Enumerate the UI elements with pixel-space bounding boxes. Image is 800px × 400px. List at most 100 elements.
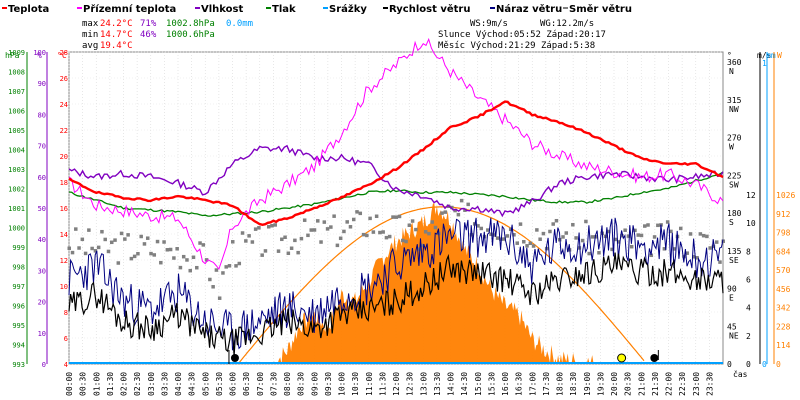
wind-direction-point [515, 241, 519, 245]
pct-tick: 20 [38, 299, 46, 307]
wind-direction-point [342, 229, 346, 234]
wind-direction-point [613, 237, 618, 242]
wind-direction-point [397, 214, 402, 219]
x-tick-label: 08:00 [283, 372, 292, 396]
x-tick-label: 12:30 [406, 372, 415, 396]
ms-unit: m/s [757, 51, 772, 60]
w-unit: W [777, 51, 782, 60]
pct-tick: 30 [38, 267, 46, 275]
wind-direction-point [394, 215, 398, 219]
wind-direction-point [450, 205, 454, 210]
wind-direction-point [551, 222, 555, 226]
series-wind-speed [68, 252, 724, 357]
stat-min-hum: 46% [140, 30, 157, 40]
x-tick-label: 22:00 [665, 372, 674, 396]
wind-direction-point [325, 227, 330, 231]
sunset-marker [617, 353, 627, 363]
x-tick-label: 13:00 [419, 372, 428, 396]
x-tick-label: 18:00 [556, 372, 565, 396]
wind-direction-point [571, 222, 575, 227]
hpa-unit: hPa [5, 51, 20, 60]
x-tick-label: 20:30 [624, 372, 633, 396]
wind-direction-point [414, 227, 418, 232]
wind-direction-point [74, 227, 78, 231]
wind-direction-point [701, 233, 706, 238]
x-tick-label: 05:00 [201, 372, 210, 396]
wind-direction-point [646, 223, 650, 227]
x-tick-label: 00:00 [65, 372, 74, 396]
w-tick: 684 [776, 247, 791, 256]
wind-direction-point [643, 224, 647, 228]
wind-direction-point [649, 253, 654, 258]
pct-tick: 40 [38, 236, 46, 244]
wind-direction-point [201, 243, 206, 247]
stat-min-press: 1000.6hPa [166, 30, 215, 40]
stat-max-rain: 0.0mm [226, 19, 253, 29]
x-tick-label: 06:30 [242, 372, 251, 396]
wind-direction-point [299, 236, 304, 241]
wind-direction-point [345, 220, 349, 224]
wind-direction-point [705, 234, 709, 239]
wind-direction-point [244, 239, 248, 243]
wind-direction-point [378, 230, 382, 235]
stat-max-hum: 71% [140, 19, 157, 29]
x-tick-label: 17:00 [528, 372, 537, 396]
dir-tick: 270 [727, 134, 742, 143]
wind-direction-point [208, 277, 212, 282]
wind-direction-point [322, 220, 327, 224]
x-tick-label: 19:30 [596, 372, 605, 396]
x-tick-label: 14:30 [460, 372, 469, 396]
dir-label: N [729, 67, 734, 76]
wind-direction-point [381, 230, 385, 234]
x-tick-label: 05:30 [215, 372, 224, 396]
wind-direction-point [211, 285, 215, 289]
wind-direction-point [404, 239, 408, 244]
wind-direction-point [145, 236, 150, 240]
degc-tick: 22 [60, 127, 68, 135]
wind-direction-point [335, 243, 340, 248]
wind-direction-point [391, 215, 395, 219]
wind-direction-point [430, 220, 434, 224]
wind-direction-point [312, 228, 317, 232]
wind-direction-point [597, 251, 601, 255]
mm-tick: 0 [762, 360, 767, 369]
wind-direction-point [142, 242, 147, 246]
x-tick-label: 00:30 [79, 372, 88, 396]
mm-unit: mm [766, 51, 776, 60]
legend-label: Směr větru [569, 3, 632, 15]
wind-direction-point [70, 250, 75, 255]
hpa-tick: 1003 [8, 166, 25, 174]
x-tick-label: 09:30 [324, 372, 333, 396]
wind-direction-point [253, 227, 258, 231]
wind-direction-point [129, 256, 134, 261]
legend-label: Přízemní teplota [83, 3, 176, 15]
wind-direction-point [178, 265, 183, 270]
stat-avg-temp: 19.4°C [100, 41, 133, 51]
wind-direction-point [574, 236, 578, 240]
wind-direction-point [711, 244, 716, 249]
wind-direction-point [286, 251, 291, 256]
wind-direction-point [351, 217, 356, 222]
series-humidity [68, 144, 724, 218]
wind-direction-point [420, 243, 425, 248]
ms-tick: 2 [746, 332, 751, 341]
wind-direction-point [626, 234, 631, 238]
x-tick-label: 09:00 [310, 372, 319, 396]
hpa-tick: 998 [12, 264, 25, 272]
wind-direction-point [695, 256, 699, 260]
wind-direction-point [175, 247, 179, 251]
stat-min-label: min [82, 30, 98, 40]
x-tick-label: 07:00 [256, 372, 265, 396]
x-tick-label: 15:30 [487, 372, 496, 396]
series-pressure [68, 171, 724, 217]
x-tick-label: 11:00 [365, 372, 374, 396]
series-ground-temp [68, 37, 724, 271]
x-tick-label: 04:00 [174, 372, 183, 396]
degc-tick: 26 [60, 75, 68, 83]
wind-direction-point [361, 232, 366, 237]
wind-direction-point [466, 202, 470, 207]
wind-direction-point [525, 244, 529, 248]
wind-direction-point [90, 246, 94, 251]
degc-unit: °C [57, 51, 67, 60]
